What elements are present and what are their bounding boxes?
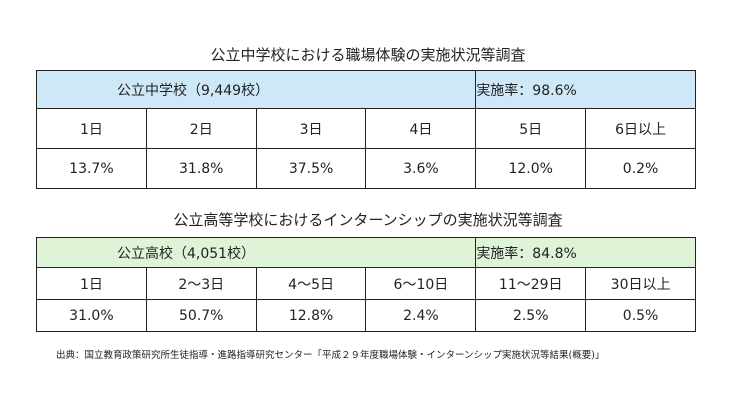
survey2-rate-label: 実施率：84.8%	[475, 237, 696, 268]
survey2-table: 公立高校（4,051校） 実施率：84.8% 1日 2～3日 4～5日 6～10…	[35, 237, 696, 332]
survey2-col-4: 6～10日	[365, 267, 477, 300]
source-citation: 出典：国立教育政策研究所生徒指導・進路指導研究センター「平成２９年度職場体験・イ…	[56, 350, 605, 361]
survey2-value-4: 2.4%	[365, 299, 477, 332]
survey1-value-2: 31.8%	[145, 148, 257, 189]
survey1-table: 公立中学校（9,449校） 実施率：98.6% 1日 2日 3日 4日 5日 6…	[35, 70, 696, 189]
survey2-school-label: 公立高校（4,051校）	[35, 237, 477, 268]
survey1-value-3: 37.5%	[255, 148, 367, 189]
survey2-col-5: 11～29日	[475, 267, 587, 300]
survey1-value-1: 13.7%	[36, 148, 147, 189]
survey2-value-1: 31.0%	[36, 299, 147, 332]
survey1-value-row: 13.7% 31.8% 37.5% 3.6% 12.0% 0.2%	[36, 148, 696, 189]
survey1-col-4: 4日	[365, 108, 477, 149]
survey2-col-3: 4～5日	[255, 267, 367, 300]
survey1-col-1: 1日	[36, 108, 147, 149]
survey1-col-5: 5日	[475, 108, 587, 149]
survey1-school-label: 公立中学校（9,449校）	[35, 70, 477, 109]
survey2-value-5: 2.5%	[475, 299, 587, 332]
survey2-header-row: 公立高校（4,051校） 実施率：84.8%	[35, 237, 696, 268]
survey1-col-3: 3日	[255, 108, 367, 149]
survey2-value-row: 31.0% 50.7% 12.8% 2.4% 2.5% 0.5%	[36, 299, 696, 332]
survey2-title: 公立高等学校におけるインターンシップの実施状況等調査	[173, 211, 563, 229]
survey1-value-4: 3.6%	[365, 148, 477, 189]
survey1-duration-row: 1日 2日 3日 4日 5日 6日以上	[36, 108, 696, 149]
survey2-value-2: 50.7%	[145, 299, 257, 332]
survey1-value-6: 0.2%	[585, 148, 696, 189]
survey1-rate-label: 実施率：98.6%	[475, 70, 696, 109]
survey2-value-6: 0.5%	[585, 299, 696, 332]
survey2-col-6: 30日以上	[585, 267, 696, 300]
survey1-header-row: 公立中学校（9,449校） 実施率：98.6%	[35, 70, 696, 109]
survey2-value-3: 12.8%	[255, 299, 367, 332]
survey1-col-6: 6日以上	[585, 108, 696, 149]
survey1-value-5: 12.0%	[475, 148, 587, 189]
survey2-duration-row: 1日 2～3日 4～5日 6～10日 11～29日 30日以上	[36, 267, 696, 300]
survey1-title: 公立中学校における職場体験の実施状況等調査	[210, 46, 526, 64]
survey1-col-2: 2日	[145, 108, 257, 149]
survey2-col-2: 2～3日	[145, 267, 257, 300]
survey2-col-1: 1日	[36, 267, 147, 300]
